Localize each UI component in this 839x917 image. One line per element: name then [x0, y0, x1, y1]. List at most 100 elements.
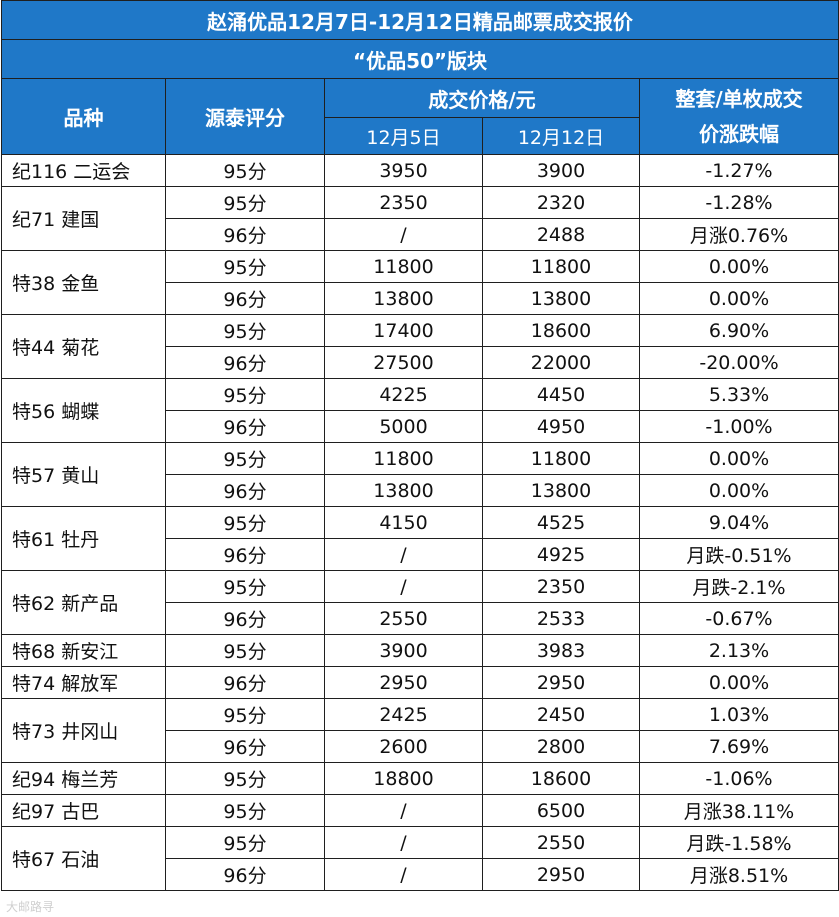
- change-cell: 月跌-1.58%: [639, 826, 839, 859]
- change-cell: 0.00%: [639, 282, 839, 315]
- score-cell: 95分: [165, 698, 325, 731]
- price-date2-cell: 4950: [482, 410, 640, 443]
- price-date1-cell: 13800: [324, 282, 483, 315]
- price-date2-cell: 2950: [482, 666, 640, 699]
- price-date1-cell: /: [324, 794, 483, 827]
- table-row: 纪97 古巴 95分/6500 月涨38.11%: [1, 794, 839, 827]
- price-date2-cell: 11800: [482, 250, 640, 283]
- stamp-name-cell: 特73 井冈山: [1, 698, 166, 763]
- change-cell: 0.00%: [639, 250, 839, 283]
- price-date2-cell: 2350: [482, 570, 640, 603]
- price-date2-cell: 4450: [482, 378, 640, 411]
- stamp-name-cell: 特44 菊花: [1, 314, 166, 379]
- price-date1-cell: 2350: [324, 186, 483, 219]
- price-date1-cell: 13800: [324, 474, 483, 507]
- price-date1-cell: 27500: [324, 346, 483, 379]
- change-cell: -1.06%: [639, 762, 839, 795]
- score-cell: 95分: [165, 634, 325, 667]
- table-row: 96分/2950 月涨8.51%: [2, 858, 839, 891]
- price-date1-cell: 4225: [324, 378, 483, 411]
- price-date2-cell: 2800: [482, 730, 640, 763]
- header-change: 整套/单枚成交 价涨跌幅: [639, 78, 839, 155]
- header-price: 成交价格/元: [324, 78, 640, 118]
- score-cell: 95分: [165, 186, 325, 219]
- price-date1-cell: 17400: [324, 314, 483, 347]
- price-date1-cell: 2425: [324, 698, 483, 731]
- change-cell: 0.00%: [639, 666, 839, 699]
- score-cell: 96分: [165, 538, 325, 571]
- price-date1-cell: 18800: [324, 762, 483, 795]
- table-row: 特73 井冈山 95分 2425 2450 1.03%: [1, 698, 839, 763]
- stamp-name-cell: 特61 牡丹: [1, 506, 166, 571]
- change-cell: -0.67%: [639, 602, 839, 635]
- change-cell: -1.00%: [639, 410, 839, 443]
- header-change-line1: 整套/单枚成交: [675, 86, 803, 111]
- change-cell: -20.00%: [639, 346, 839, 379]
- change-cell: 1.03%: [639, 698, 839, 731]
- table-row: 特57 黄山 95分 11800 11800 0.00%: [1, 442, 839, 507]
- score-cell: 95分: [165, 250, 325, 283]
- stamp-name-cell: 特67 石油: [1, 826, 166, 891]
- score-cell: 95分: [165, 442, 325, 475]
- score-cell: 96分: [165, 346, 325, 379]
- table-subtitle: “优品50”版块: [1, 39, 839, 79]
- change-cell: 2.13%: [639, 634, 839, 667]
- score-cell: 96分: [165, 858, 325, 891]
- table-row: 纪94 梅兰芳 95分 18800 18600 -1.06%: [1, 762, 839, 795]
- score-cell: 95分: [165, 794, 325, 827]
- price-date2-cell: 22000: [482, 346, 640, 379]
- table-row: 特61 牡丹 95分 4150 4525 9.04%: [1, 506, 839, 571]
- table-row: 纪71 建国 95分 2350 2320 -1.28%: [1, 186, 839, 251]
- price-date2-cell: 2550: [482, 826, 640, 859]
- price-date2-cell: 2533: [482, 602, 640, 635]
- change-cell: -1.27%: [639, 154, 839, 187]
- price-date1-cell: 5000: [324, 410, 483, 443]
- score-cell: 95分: [165, 506, 325, 539]
- price-date2-cell: 2320: [482, 186, 640, 219]
- stamp-name-cell: 纪116 二运会: [1, 154, 166, 187]
- score-cell: 95分: [165, 314, 325, 347]
- price-date1-cell: 11800: [324, 250, 483, 283]
- change-cell: 0.00%: [639, 442, 839, 475]
- table-row: 96分 13800 13800 0.00%: [2, 474, 839, 507]
- stamp-name-cell: 特56 蝴蝶: [1, 378, 166, 443]
- price-date2-cell: 2450: [482, 698, 640, 731]
- price-date2-cell: 4925: [482, 538, 640, 571]
- score-cell: 95分: [165, 570, 325, 603]
- price-date2-cell: 2488: [482, 218, 640, 251]
- change-cell: 0.00%: [639, 474, 839, 507]
- stamp-name-cell: 特62 新产品: [1, 570, 166, 635]
- price-date2-cell: 18600: [482, 314, 640, 347]
- price-date1-cell: 2550: [324, 602, 483, 635]
- price-date2-cell: 6500: [482, 794, 640, 827]
- change-cell: -1.28%: [639, 186, 839, 219]
- price-date2-cell: 3983: [482, 634, 640, 667]
- change-cell: 月涨8.51%: [639, 858, 839, 891]
- score-cell: 96分: [165, 730, 325, 763]
- score-cell: 96分: [165, 282, 325, 315]
- price-date1-cell: 2950: [324, 666, 483, 699]
- change-cell: 月涨0.76%: [639, 218, 839, 251]
- score-cell: 95分: [165, 154, 325, 187]
- watermark: 大邮路寻: [6, 900, 55, 914]
- change-cell: 9.04%: [639, 506, 839, 539]
- price-date1-cell: 3900: [324, 634, 483, 667]
- table-row: 96分 2600 2800 7.69%: [2, 730, 839, 763]
- table-row: 特67 石油 95分/2550 月跌-1.58%: [1, 826, 839, 891]
- score-cell: 96分: [165, 410, 325, 443]
- stamp-name-cell: 特38 金鱼: [1, 250, 166, 315]
- table-row: 特38 金鱼 95分 11800 11800 0.00%: [1, 250, 839, 315]
- header-score: 源泰评分: [165, 78, 325, 155]
- price-date2-cell: 13800: [482, 474, 640, 507]
- price-date2-cell: 2950: [482, 858, 640, 891]
- score-cell: 96分: [165, 666, 325, 699]
- table-row: 特68 新安江 95分 3900 3983 2.13%: [1, 634, 839, 667]
- header-variety: 品种: [1, 78, 166, 155]
- table-row: 特56 蝴蝶 95分 4225 4450 5.33%: [1, 378, 839, 443]
- table-row: 纪116 二运会 95分 3950 3900 -1.27%: [1, 154, 839, 187]
- stamp-name-cell: 特57 黄山: [1, 442, 166, 507]
- price-date1-cell: /: [324, 826, 483, 859]
- header-date-2: 12月12日: [482, 117, 640, 155]
- header-date-1: 12月5日: [324, 117, 483, 155]
- price-date1-cell: /: [324, 538, 483, 571]
